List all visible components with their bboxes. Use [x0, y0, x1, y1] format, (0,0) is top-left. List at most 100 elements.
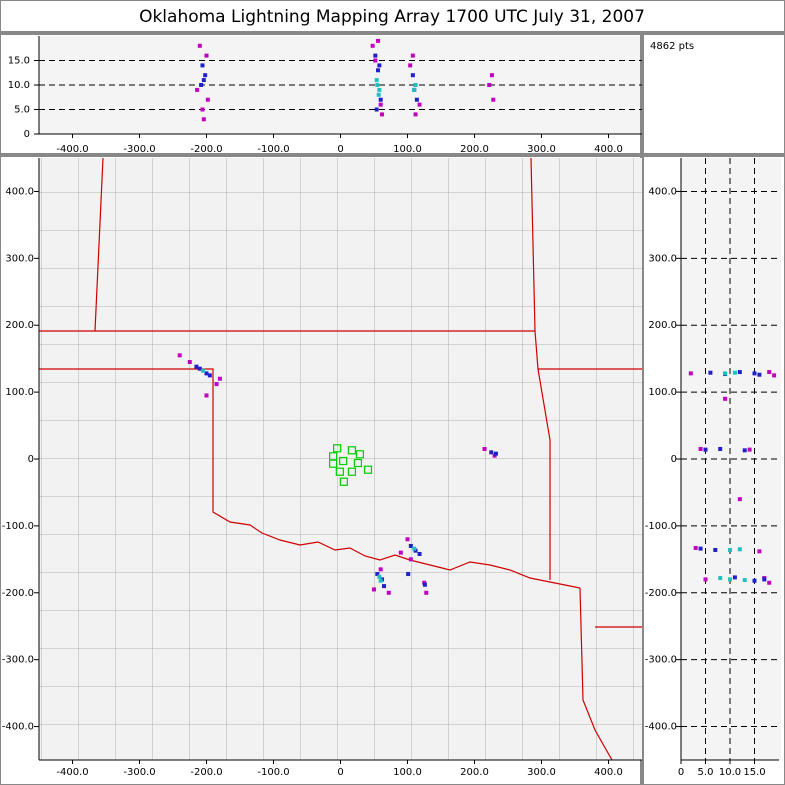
source-point	[408, 63, 413, 68]
state-borders	[39, 158, 642, 760]
source-point	[422, 582, 427, 587]
source-point	[412, 546, 417, 551]
x-tick-label: 100.0	[393, 144, 422, 155]
y-tick-label: 100.0	[5, 387, 34, 398]
source-point	[492, 453, 497, 458]
x-tick-label: -400.0	[56, 767, 88, 778]
station	[329, 459, 338, 468]
source-point	[374, 78, 379, 83]
source-point	[376, 92, 381, 97]
source-point	[408, 543, 413, 548]
x-tick-label: 0	[337, 767, 343, 778]
y-tick-label: 15.0	[8, 56, 30, 67]
source-point	[732, 370, 737, 375]
source-point	[204, 53, 209, 58]
source-point	[489, 73, 494, 78]
source-point	[376, 68, 381, 73]
source-point	[201, 368, 206, 373]
source-point	[767, 580, 772, 585]
separator	[0, 31, 785, 35]
source-point	[217, 376, 222, 381]
source-point	[757, 549, 762, 554]
y-tick-label: 100.0	[648, 387, 677, 398]
x-tick-label: 400.0	[594, 144, 623, 155]
source-point	[406, 572, 411, 577]
y-tick-label: 0	[24, 129, 30, 140]
x-tick-label: 100.0	[393, 767, 422, 778]
x-tick-label: -100.0	[257, 144, 289, 155]
source-point	[194, 364, 199, 369]
source-point	[742, 448, 747, 453]
source-point	[728, 547, 732, 552]
source-point	[723, 396, 728, 401]
source-point	[372, 587, 376, 592]
y-tick-label: -100.0	[645, 521, 677, 532]
y-tick-label: 200.0	[5, 320, 34, 331]
source-point	[693, 545, 698, 550]
source-point	[201, 78, 206, 83]
source-point	[195, 87, 200, 92]
source-point	[417, 551, 422, 556]
source-point	[187, 360, 192, 365]
x-tick-label: 15.0	[743, 767, 765, 778]
x-tick-label: -200.0	[190, 144, 222, 155]
map	[39, 158, 642, 760]
source-point	[424, 590, 429, 595]
source-point	[772, 373, 777, 378]
x-tick-label: -300.0	[123, 144, 155, 155]
y-tick-label: 300.0	[5, 253, 34, 264]
source-point	[742, 578, 747, 583]
county-lines	[39, 158, 642, 760]
source-point	[698, 546, 703, 551]
source-point	[708, 370, 713, 375]
source-point	[380, 112, 385, 117]
y-tick-label: 200.0	[648, 320, 677, 331]
source-point	[422, 580, 427, 585]
source-point	[375, 572, 380, 577]
y-tick-label: 400.0	[5, 186, 34, 197]
source-point	[373, 58, 378, 63]
y-tick-label: -200.0	[645, 588, 677, 599]
source-point	[728, 577, 732, 582]
source-point	[487, 83, 492, 87]
x-tick-label: 0	[678, 767, 684, 778]
source-point	[398, 550, 403, 555]
y-tick-label: 0	[28, 454, 34, 465]
x-tick-label: 200.0	[460, 144, 489, 155]
source-point	[374, 107, 379, 112]
state-border	[579, 587, 613, 760]
source-point	[413, 83, 418, 87]
station	[333, 444, 342, 453]
x-tick-label: 300.0	[527, 767, 556, 778]
source-point	[737, 547, 742, 552]
source-point	[489, 450, 494, 455]
source-point	[377, 63, 382, 68]
source-point	[703, 577, 708, 582]
source-point	[737, 370, 742, 375]
source-point	[376, 38, 381, 43]
y-tick-label: 5.0	[14, 105, 30, 116]
source-point	[718, 576, 723, 581]
source-point	[373, 53, 378, 58]
station	[347, 467, 356, 476]
source-point	[410, 73, 415, 78]
source-point	[762, 577, 767, 582]
title: Oklahoma Lightning Mapping Array 1700 UT…	[139, 7, 645, 27]
source-point	[203, 73, 208, 78]
source-point	[207, 373, 212, 378]
source-point	[737, 497, 742, 502]
point-count: 4862 pts	[650, 41, 694, 52]
x-tick-label: 0	[337, 144, 343, 155]
x-tick-label: -400.0	[56, 144, 88, 155]
source-point	[757, 372, 762, 377]
station	[339, 477, 348, 486]
source-point	[413, 548, 418, 553]
x-tick-label: -300.0	[123, 767, 155, 778]
source-point	[747, 447, 752, 452]
source-point	[378, 102, 383, 107]
y-tick-label: -100.0	[2, 521, 34, 532]
y-tick-label: -400.0	[2, 722, 34, 733]
source-point	[723, 371, 728, 376]
x-tick-label: 300.0	[527, 144, 556, 155]
x-tick-label: 400.0	[594, 767, 623, 778]
